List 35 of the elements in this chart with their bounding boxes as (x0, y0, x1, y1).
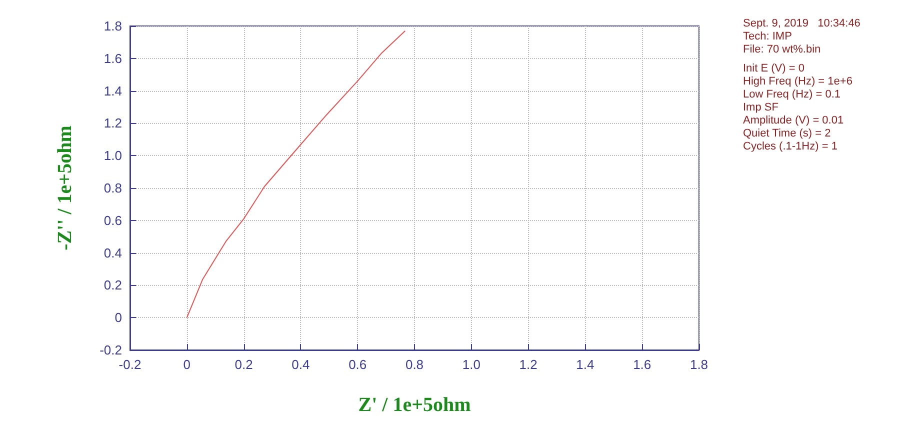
line-series (186, 30, 406, 318)
x-tick-label: 0.4 (292, 357, 310, 372)
y-tick-label: 1.2 (104, 116, 122, 131)
y-tick-label: 1.8 (104, 18, 122, 34)
text: Imp SF (743, 102, 779, 114)
text: High Freq (Hz) = 1e+6 (743, 76, 852, 88)
x-tick-label: 1.6 (633, 357, 652, 372)
y-tick-label: 0.6 (104, 212, 122, 228)
text: Init E (V) = 0 (743, 62, 804, 74)
y-tick-label: 0.8 (104, 180, 122, 196)
text: Low Freq (Hz) = 0.1 (743, 88, 841, 100)
text: Quiet Time (s) = 2 (743, 128, 831, 140)
y-tick-label: 1.4 (104, 83, 122, 98)
text: Tech: IMP (743, 30, 792, 42)
text: File: 70 wt%.bin (743, 44, 821, 56)
y-tick-label: -0.2 (100, 342, 122, 358)
y-tick-label: 1.6 (104, 50, 122, 66)
y-tick-label: 1.0 (104, 148, 122, 164)
text: Sept. 9, 2019 10:34:46 (743, 18, 860, 30)
text: Amplitude (V) = 0.01 (743, 114, 844, 126)
x-tick-label: 1.8 (690, 357, 708, 372)
y-axis-title: -Z'' / 1e+5ohm (54, 125, 76, 250)
text: Cycles (.1-1Hz) = 1 (743, 140, 838, 152)
y-tick-label: 0.2 (104, 278, 122, 293)
x-tick-label: -0.2 (118, 357, 142, 372)
x-axis-title: Z' / 1e+5ohm (358, 394, 472, 416)
y-tick-label: 0.4 (104, 245, 122, 260)
x-tick-label: 1.4 (576, 357, 594, 372)
y-tick-label: 0 (114, 310, 122, 326)
x-tick-label: 0.8 (405, 357, 424, 372)
x-tick-label: 0.2 (234, 357, 253, 372)
x-tick-label: 0.6 (348, 357, 367, 372)
x-tick-label: 1.2 (519, 357, 538, 372)
x-tick-label: 1.0 (462, 357, 480, 372)
x-tick-label: 0 (183, 357, 191, 372)
